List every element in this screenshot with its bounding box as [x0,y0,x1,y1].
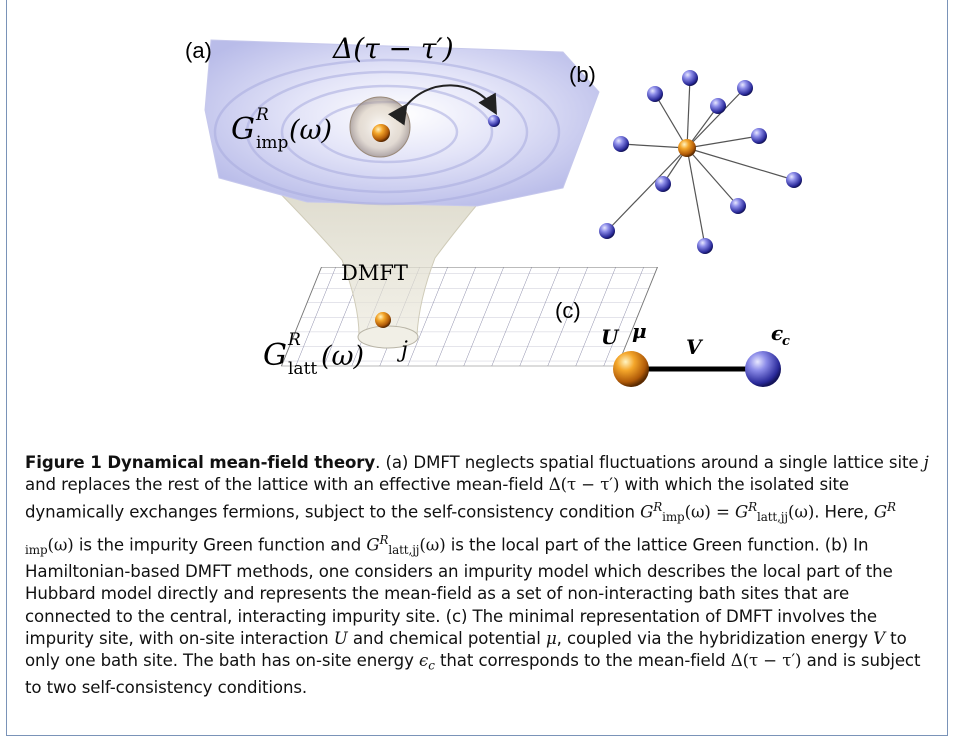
svg-text:(ω): (ω) [289,115,332,146]
central-impurity [678,139,696,157]
bath-sites [599,70,802,254]
impurity-site-c [613,351,649,387]
svg-text:R: R [287,330,301,350]
exchange-arrow [387,84,497,126]
lattice-site-j [375,312,391,328]
panel-c-label: (c) [555,298,581,323]
label-mu: μ [632,319,647,343]
figure-caption: Figure 1 Dynamical mean-field theory. (a… [25,453,929,697]
impurity-site [372,124,390,142]
panel-b: (b) [569,62,802,254]
panel-c: (c) U μ V ϵ c [555,298,790,387]
svg-text:G: G [263,338,287,373]
g-imp-label: G R imp (ω) [231,105,332,153]
caption-title: Figure 1 Dynamical mean-field theory [25,453,376,472]
svg-text:(ω): (ω) [321,341,364,372]
svg-text:c: c [782,334,790,349]
bath-particle [488,115,500,127]
panel-b-label: (b) [569,62,596,87]
svg-text:imp: imp [256,133,289,153]
delta-label: Δ(τ − τ′) [332,32,454,65]
label-V: V [686,335,704,359]
svg-text:R: R [255,105,269,125]
label-U: U [601,325,620,349]
figure-graphic: (a) Δ(τ − τ′) G R imp (ω) DMFT G R latt … [185,32,802,387]
panel-a: (a) Δ(τ − τ′) G R imp (ω) DMFT G R latt … [185,32,659,379]
figure-frame: (a) Δ(τ − τ′) G R imp (ω) DMFT G R latt … [6,0,948,736]
dmft-label: DMFT [341,261,408,285]
svg-text:ϵ: ϵ [771,321,783,345]
bath-site-c [745,351,781,387]
panel-a-label: (a) [185,38,212,63]
svg-text:G: G [231,112,255,147]
star-bonds [606,77,795,247]
svg-text:latt: latt [288,359,317,379]
g-latt-label: G R latt (ω) [263,330,364,379]
label-eps-c: ϵ c [771,321,790,349]
